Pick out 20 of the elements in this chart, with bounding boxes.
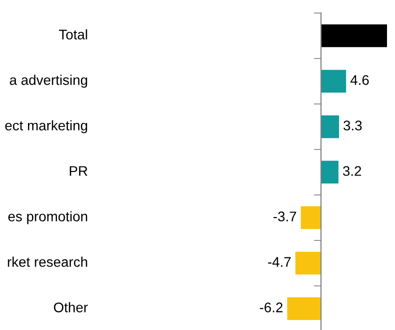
- data-label: -6.2: [260, 302, 282, 312]
- data-label: 3.3: [344, 120, 362, 130]
- y-tick-label: a advertising: [10, 74, 88, 88]
- bar: [321, 70, 346, 93]
- y-tick-label: Total: [58, 29, 88, 40]
- bar: [295, 252, 321, 275]
- y-tick-label: ect marketing: [5, 120, 88, 134]
- data-label: 4.6: [350, 75, 369, 85]
- y-tick-label: rket research: [8, 256, 88, 267]
- bar: [321, 160, 338, 184]
- y-tick-label: es promotion: [8, 211, 88, 224]
- bar: [321, 115, 339, 138]
- bar: [300, 206, 321, 230]
- data-label: 3.2: [342, 166, 362, 176]
- bar: [287, 297, 321, 320]
- data-label: -4.7: [268, 257, 291, 267]
- data-label: -3.7: [274, 212, 296, 222]
- bar: [321, 24, 387, 48]
- y-tick-label: Other: [54, 302, 88, 312]
- y-tick-label: PR: [70, 166, 88, 176]
